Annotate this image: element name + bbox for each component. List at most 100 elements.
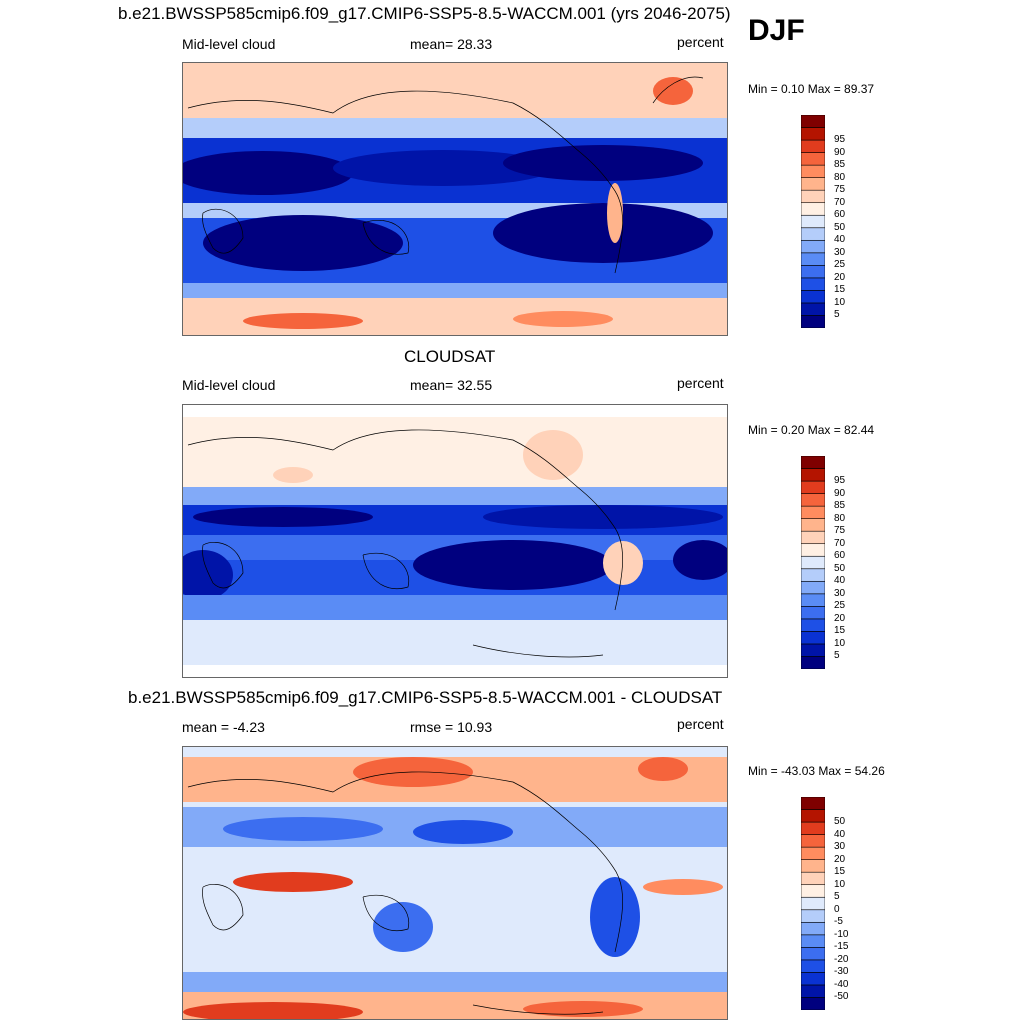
colorbar-box xyxy=(800,656,826,670)
panel1-variable-label: Mid-level cloud xyxy=(182,36,276,52)
colorbar-box xyxy=(800,227,826,241)
panel3-mean-label: mean = -4.23 xyxy=(182,719,265,735)
colorbar-box xyxy=(800,164,826,178)
colorbar-tick-label: 90 xyxy=(834,146,846,158)
colorbar-tick-label: 40 xyxy=(834,575,846,587)
panel1-colorbar-svg xyxy=(800,114,826,329)
colorbar-tick-label: 10 xyxy=(834,637,846,649)
colorbar-box xyxy=(800,934,826,948)
colorbar-tick-label: -5 xyxy=(834,916,843,928)
colorbar-tick-label: 10 xyxy=(834,296,846,308)
panel3-map xyxy=(182,746,728,1020)
colorbar-box xyxy=(800,909,826,923)
colorbar-box xyxy=(800,530,826,545)
colorbar-box xyxy=(800,884,826,898)
panel3-colorbar-svg xyxy=(800,796,826,1011)
colorbar-tick-label: 95 xyxy=(834,134,846,146)
colorbar-tick-label: -40 xyxy=(834,978,849,990)
colorbar-box xyxy=(800,114,826,128)
panel1-map-field xyxy=(183,63,727,335)
colorbar-box xyxy=(800,315,826,329)
colorbar-box xyxy=(800,543,826,557)
colorbar-box xyxy=(800,821,826,835)
colorbar-box xyxy=(800,277,826,291)
colorbar-box xyxy=(800,455,826,469)
panel2-map-field xyxy=(183,405,727,677)
colorbar-box xyxy=(800,972,826,986)
colorbar-tick-label: 50 xyxy=(834,816,846,828)
colorbar-tick-label: 85 xyxy=(834,500,846,512)
colorbar-tick-label: 50 xyxy=(834,562,846,574)
colorbar-box xyxy=(800,480,826,494)
colorbar-box xyxy=(800,505,826,519)
colorbar-tick-label: 75 xyxy=(834,525,846,537)
colorbar-tick-label: -20 xyxy=(834,953,849,965)
colorbar-box xyxy=(800,896,826,911)
colorbar-box xyxy=(800,239,826,254)
colorbar-tick-label: 60 xyxy=(834,209,846,221)
panel2-mean-label: mean= 32.55 xyxy=(410,377,493,393)
panel1-colorbar xyxy=(800,114,826,329)
panel3-map-field xyxy=(183,747,727,1019)
colorbar-tick-label: 15 xyxy=(834,284,846,296)
panel2-units-label: percent xyxy=(677,375,724,391)
colorbar-box xyxy=(800,177,826,191)
colorbar-box xyxy=(800,555,826,570)
colorbar-box xyxy=(800,252,826,266)
colorbar-box xyxy=(800,809,826,823)
colorbar-box xyxy=(800,493,826,507)
colorbar-box xyxy=(800,643,826,657)
colorbar-tick-label: 5 xyxy=(834,309,840,321)
colorbar-tick-label: -15 xyxy=(834,941,849,953)
panel2-map xyxy=(182,404,728,678)
colorbar-tick-label: 20 xyxy=(834,612,846,624)
colorbar-box xyxy=(800,265,826,279)
colorbar-tick-label: 25 xyxy=(834,600,846,612)
panel3-rmse-label: rmse = 10.93 xyxy=(410,719,493,735)
colorbar-tick-label: 80 xyxy=(834,171,846,183)
colorbar-box xyxy=(800,290,826,304)
colorbar-box xyxy=(800,834,826,848)
colorbar-box xyxy=(800,606,826,620)
colorbar-box xyxy=(800,214,826,229)
colorbar-box xyxy=(800,859,826,873)
panel1-title: b.e21.BWSSP585cmip6.f09_g17.CMIP6-SSP5-8… xyxy=(118,4,731,23)
panel3-colorbar xyxy=(800,796,826,1011)
colorbar-tick-label: 75 xyxy=(834,184,846,196)
colorbar-box xyxy=(800,139,826,153)
panel2-variable-label: Mid-level cloud xyxy=(182,377,276,393)
colorbar-box xyxy=(800,618,826,632)
panel2-colorbar xyxy=(800,455,826,670)
colorbar-tick-label: 5 xyxy=(834,891,840,903)
colorbar-box xyxy=(800,580,826,595)
panel1-units-label: percent xyxy=(677,34,724,50)
panel2-title: CLOUDSAT xyxy=(404,347,496,366)
panel2-colorbar-svg xyxy=(800,455,826,670)
season-label: DJF xyxy=(748,14,805,47)
colorbar-box xyxy=(800,152,826,166)
colorbar-box xyxy=(800,568,826,582)
colorbar-box xyxy=(800,921,826,936)
colorbar-tick-label: -30 xyxy=(834,966,849,978)
colorbar-tick-label: 25 xyxy=(834,259,846,271)
colorbar-box xyxy=(800,984,826,998)
colorbar-tick-label: 70 xyxy=(834,196,846,208)
colorbar-box xyxy=(800,846,826,860)
panel2-minmax: Min = 0.20 Max = 82.44 xyxy=(748,423,875,437)
colorbar-box xyxy=(800,127,826,141)
panel3-units-label: percent xyxy=(677,716,724,732)
colorbar-tick-label: -10 xyxy=(834,928,849,940)
colorbar-box xyxy=(800,959,826,973)
colorbar-tick-label: 30 xyxy=(834,587,846,599)
colorbar-box xyxy=(800,947,826,961)
colorbar-tick-label: 15 xyxy=(834,866,846,878)
colorbar-tick-label: 15 xyxy=(834,625,846,637)
colorbar-tick-label: 30 xyxy=(834,841,846,853)
colorbar-tick-label: 0 xyxy=(834,903,840,915)
colorbar-tick-label: 50 xyxy=(834,221,846,233)
colorbar-box xyxy=(800,468,826,482)
colorbar-box xyxy=(800,302,826,316)
colorbar-tick-label: 20 xyxy=(834,853,846,865)
colorbar-box xyxy=(800,593,826,607)
colorbar-tick-label: 40 xyxy=(834,828,846,840)
